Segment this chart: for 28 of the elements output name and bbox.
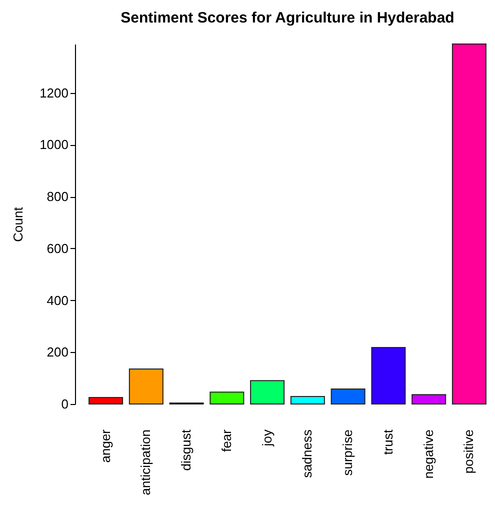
x-tick-label: positive (461, 430, 476, 474)
y-tick-label: 800 (46, 189, 68, 204)
bar (412, 394, 446, 404)
x-tick-label: sadness (300, 429, 315, 478)
bar (330, 388, 366, 404)
bar (88, 397, 124, 404)
y-tick-label: 600 (46, 240, 68, 256)
bar (452, 44, 486, 404)
x-tick-label: anger (98, 428, 113, 463)
x-tick-label: surprise (340, 430, 356, 476)
x-tick-label: fear (218, 428, 234, 452)
bar (128, 368, 164, 404)
y-tick-label: 1200 (40, 85, 68, 100)
x-tick-label: anticipation (138, 430, 154, 496)
y-tick-label: 400 (46, 292, 68, 308)
x-tick-label: disgust (178, 429, 194, 471)
y-tick-label: 0 (61, 396, 68, 412)
bar (210, 392, 244, 404)
bar (250, 380, 285, 404)
x-tick-label: joy (259, 429, 274, 448)
x-tick-label: negative (420, 430, 436, 479)
bar (371, 346, 406, 404)
chart-title: Sentiment Scores for Agriculture in Hyderabad (120, 10, 454, 26)
y-tick-label: 200 (46, 344, 68, 360)
bar (290, 396, 325, 404)
y-axis-title: Count (10, 206, 26, 242)
y-tick-label: 1000 (40, 137, 68, 152)
x-tick-label: trust (380, 429, 396, 455)
